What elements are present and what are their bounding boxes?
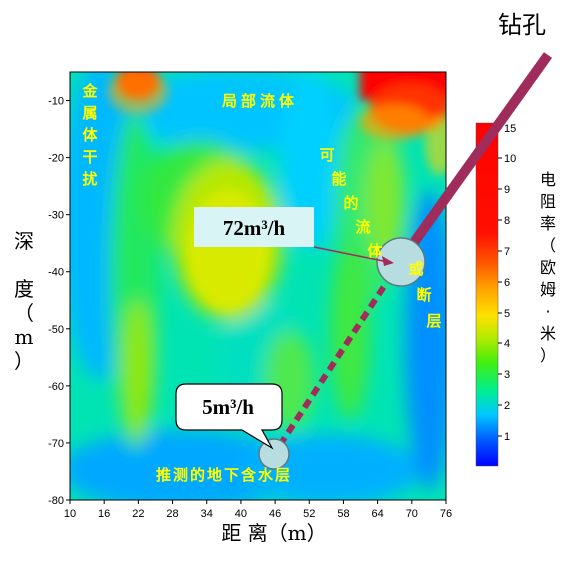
x-axis-title: 距 离（m） [221,521,326,545]
flow-rate-callout-lower [175,383,283,450]
colorbar-tick-label: 9 [504,184,510,196]
colorbar-gradient [475,122,499,467]
svg-text:或断层: 或断层 [408,260,441,330]
borehole-path [275,260,403,450]
colorbar-tick-label: 1 [504,431,510,443]
colorbar-tick-label: 10 [504,153,516,165]
colorbar-tick-label: 2 [504,400,510,412]
y-tick-label: -40 [48,267,64,279]
colorbar-tick-label: 7 [504,246,510,258]
x-tick-label: 64 [372,508,384,520]
x-tick-label: 10 [64,508,76,520]
colorbar-tick-label: 15 [504,123,516,135]
y-axis-title: 深 度（ m） [14,229,34,373]
annotation-possible-flow: 可能的流体 [319,146,383,260]
colorbar-tick-label: 4 [504,338,510,350]
resistivity-field [70,72,446,500]
colorbar-tick-label: 6 [504,277,510,289]
y-tick-label: -70 [48,438,64,450]
y-tick-label: -30 [48,210,64,222]
drill-label: 钻孔 [498,11,546,39]
annotation-aquifer: 推测的地下含水层 [156,466,292,484]
x-tick-label: 28 [166,508,178,520]
y-tick-label: -50 [48,324,64,336]
x-tick-label: 76 [440,508,452,520]
drill-rod [395,52,553,265]
flow-rate-box-upper [194,207,314,247]
y-axis-ticks: -10 -20 -30 -40 -50 -60 -70 -80 [48,96,70,507]
y-tick-label: -60 [48,381,64,393]
x-tick-label: 58 [337,508,349,520]
y-tick-label: -80 [48,495,64,507]
annotation-or-fault: 或断层 [408,260,441,330]
x-tick-label: 16 [98,508,110,520]
x-tick-label: 52 [303,508,315,520]
colorbar-tick-label: 8 [504,215,510,227]
x-tick-label: 34 [201,508,213,520]
x-tick-label: 46 [269,508,281,520]
flow-rate-arrow [313,246,389,263]
colorbar-tick-label: 3 [504,369,510,381]
annotation-metal-interference: 金属体干扰 [81,82,98,188]
y-tick-label: -10 [48,96,64,108]
colorbar-tick-label: 5 [504,308,510,320]
colorbar-ticks: 1 2 3 4 5 6 7 8 9 10 15 [498,123,516,443]
flow-rate-upper: 72m³/h [223,216,286,240]
y-tick-label: -20 [48,153,64,165]
borehole-point-upper [376,237,426,287]
svg-text:深 度（m）: 深 度（ m） [14,229,34,373]
colorbar-label: 电阻率（欧姆·米） [540,170,556,365]
x-tick-label: 40 [235,508,247,520]
arrow-head [382,256,394,266]
x-tick-label: 22 [132,508,144,520]
x-axis-ticks: 10 16 22 28 34 40 46 52 58 64 70 76 [64,500,452,520]
x-tick-label: 70 [406,508,418,520]
svg-text:金属体干扰: 金属体干扰 [81,82,98,188]
flow-rate-lower: 5m³/h [202,395,254,419]
borehole-point-lower [258,438,290,470]
annotation-local-flow: 局部流体 [221,92,298,110]
svg-text:可能的流体: 可能的流体 [319,146,383,260]
plot-frame [69,71,447,501]
colorbar: 1 2 3 4 5 6 7 8 9 10 15 电阻率（欧姆·米） [475,122,556,467]
